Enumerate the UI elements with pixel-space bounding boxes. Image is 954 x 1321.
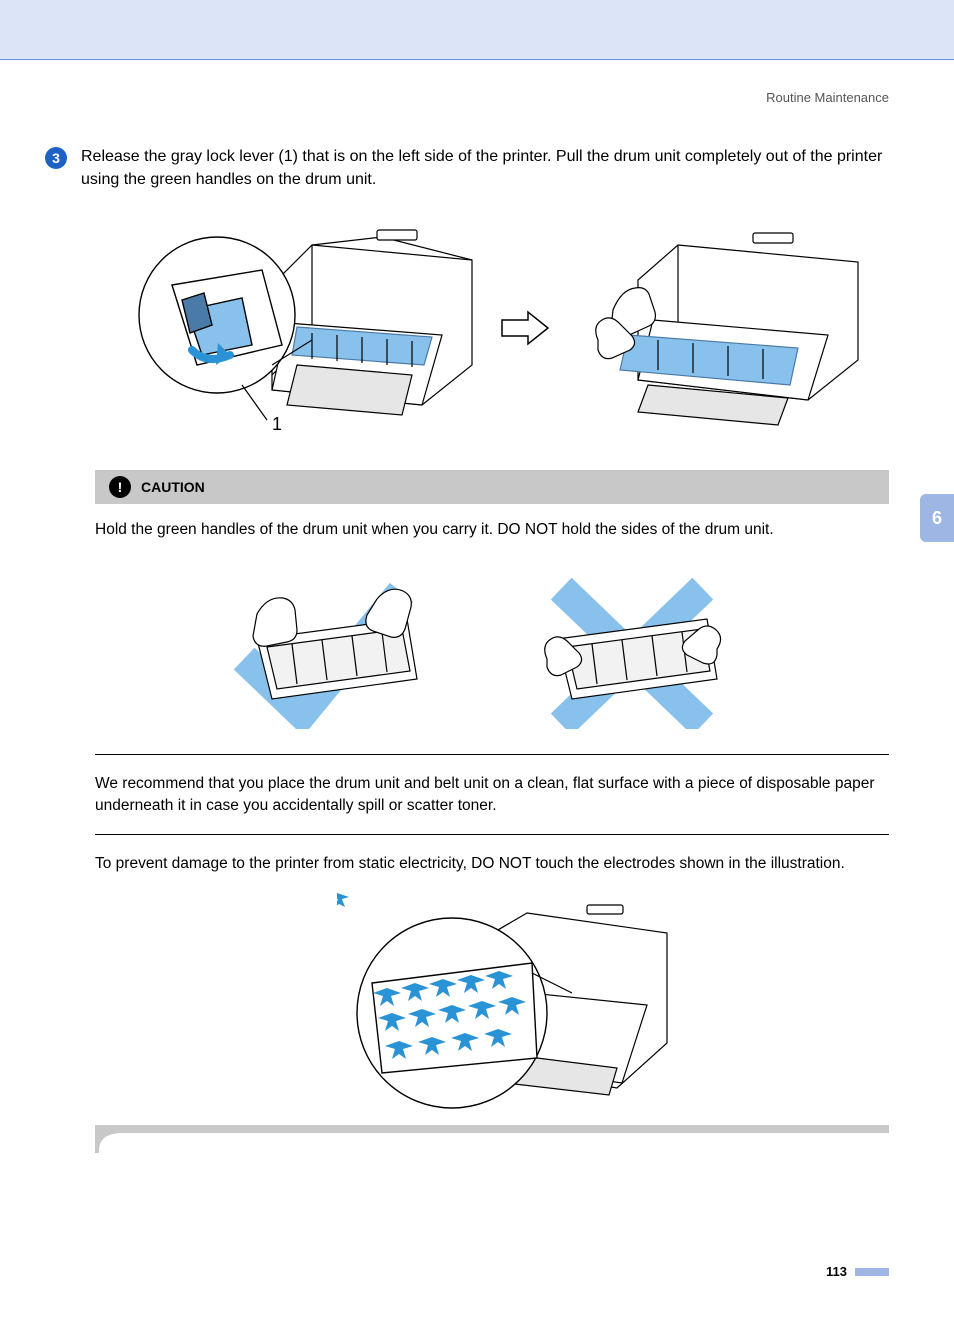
page-number-wrap: 113 (35, 1263, 889, 1281)
figure-lock-lever: 1 (112, 215, 492, 440)
step-text: Release the gray lock lever (1) that is … (81, 145, 884, 191)
top-band (0, 0, 954, 60)
caution-label: CAUTION (141, 479, 205, 495)
arrow-icon (500, 308, 550, 348)
section-breadcrumb: Routine Maintenance (35, 90, 889, 105)
caution-bar: ! CAUTION (95, 470, 889, 504)
step-number-badge: 3 (45, 147, 67, 169)
warning-icon: ! (109, 476, 131, 498)
page-number-bar (855, 1268, 889, 1276)
figure-electrodes (95, 893, 919, 1113)
figure-pull-drum (558, 220, 878, 435)
divider (95, 834, 889, 835)
figure-hold-correct (217, 559, 437, 734)
step-3: 3 Release the gray lock lever (1) that i… (45, 145, 884, 191)
caution-electrodes-text: To prevent damage to the printer from st… (95, 853, 889, 875)
caution-handles-text: Hold the green handles of the drum unit … (95, 519, 889, 541)
handle-figures (35, 559, 919, 734)
chapter-tab: 6 (920, 494, 954, 542)
step-figure-row: 1 (70, 215, 919, 440)
figure-hold-wrong (517, 559, 737, 734)
divider (95, 754, 889, 755)
caution-surface-text: We recommend that you place the drum uni… (95, 773, 889, 816)
section-end-curve (95, 1121, 889, 1153)
page-number: 113 (826, 1264, 847, 1279)
page-content: Routine Maintenance 6 3 Release the gray… (0, 90, 954, 1321)
callout-1-label: 1 (272, 414, 282, 434)
